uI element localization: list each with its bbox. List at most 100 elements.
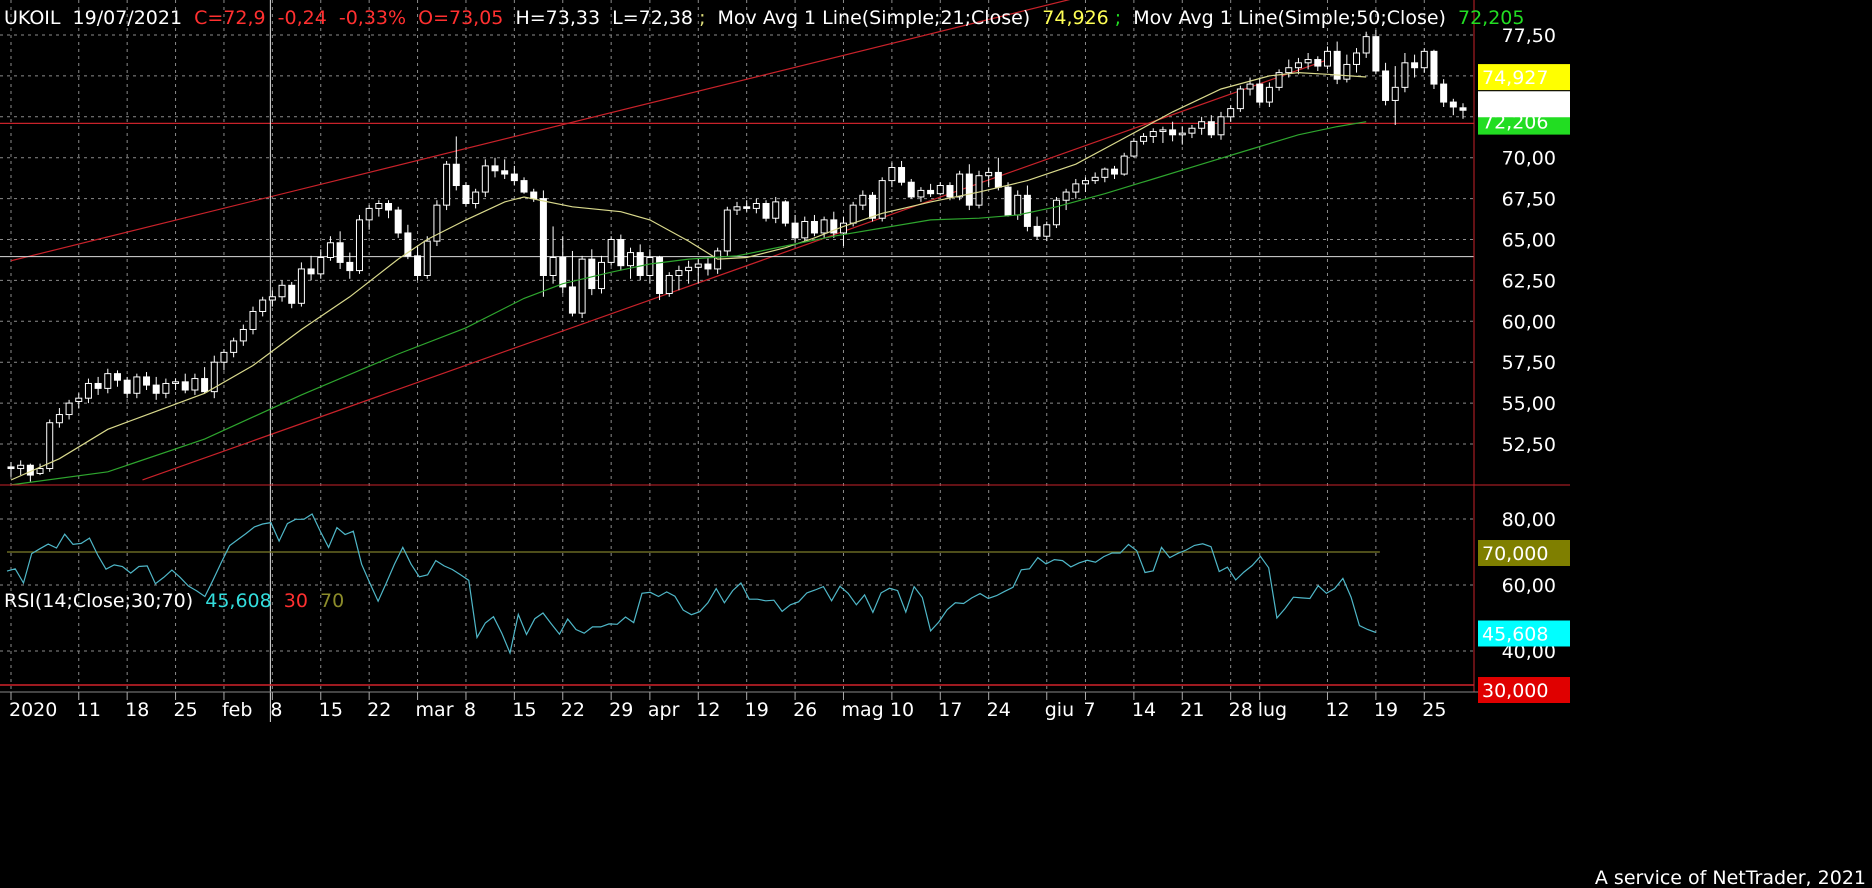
candle — [1294, 57, 1302, 75]
candle-body-down — [898, 167, 906, 183]
candle — [627, 247, 635, 279]
candle — [1401, 52, 1409, 93]
candle-body-down — [1314, 59, 1322, 67]
candle — [965, 164, 973, 211]
candle-body-up — [1159, 129, 1167, 133]
candle-body-up — [1401, 62, 1409, 88]
header-ma50-value: 72,205 — [1458, 7, 1524, 29]
candle-body-up — [355, 219, 363, 272]
header-ma21-value: 74,926 — [1042, 7, 1108, 29]
candle-body-up — [878, 180, 886, 219]
candle — [520, 177, 528, 194]
candle — [1420, 48, 1428, 73]
ma21-line — [10, 71, 1367, 481]
candle-body-up — [627, 252, 635, 267]
candle-body-up — [578, 258, 586, 314]
candle-body-down — [762, 203, 770, 219]
candle — [65, 399, 73, 420]
candle — [956, 170, 964, 201]
x-tick-label: 19 — [745, 699, 769, 721]
candle-body-up — [239, 328, 247, 342]
candle-body-down — [510, 173, 518, 182]
badge-ma21: 74,927 — [1478, 64, 1570, 91]
candle — [1323, 46, 1331, 70]
price-tick-label: 60,00 — [1502, 311, 1556, 333]
candle — [1304, 52, 1312, 70]
candle — [75, 393, 83, 409]
candle — [791, 214, 799, 243]
candle — [1149, 128, 1157, 143]
candle-body-down — [810, 221, 818, 234]
candle — [588, 249, 596, 296]
candle — [201, 367, 209, 394]
candle-body-up — [665, 274, 673, 294]
candle — [1285, 59, 1293, 78]
candle — [394, 206, 402, 238]
candle — [385, 200, 393, 219]
price-tick-label: 67,50 — [1502, 189, 1556, 211]
candle — [1275, 69, 1283, 91]
candle — [1004, 182, 1012, 217]
candle — [491, 157, 499, 178]
candle-body-down — [452, 163, 460, 187]
candle-body-up — [278, 284, 286, 298]
candle — [859, 190, 867, 211]
candle — [1081, 177, 1089, 193]
candle — [210, 355, 218, 399]
x-tick-label: 19 — [1374, 699, 1398, 721]
candle-body-up — [936, 185, 944, 195]
candle-body-down — [288, 284, 296, 304]
candle-body-down — [1459, 107, 1467, 111]
candle — [1314, 56, 1322, 71]
badge-last-bg — [1478, 91, 1570, 118]
candle-body-up — [210, 361, 218, 393]
x-tick-label: 22 — [561, 699, 585, 721]
candle — [1101, 167, 1109, 183]
candle-body-up — [162, 382, 170, 394]
candle-body-up — [259, 299, 267, 312]
overlay-lines — [6, 71, 1377, 656]
candle — [1159, 126, 1167, 143]
candle — [917, 187, 925, 202]
candle-body-up — [675, 270, 683, 276]
candle-body-down — [94, 382, 102, 389]
candle-body-up — [859, 194, 867, 206]
candle-body-down — [7, 466, 15, 470]
candle-body-up — [1091, 176, 1099, 182]
candle-body-up — [1101, 168, 1109, 178]
x-tick-label: 21 — [1180, 699, 1204, 721]
candle-body-up — [772, 201, 780, 219]
candle-body-up — [1265, 86, 1273, 103]
candle — [714, 247, 722, 274]
x-tick-label: 12 — [1325, 699, 1349, 721]
candle — [443, 160, 451, 211]
candle — [1130, 138, 1138, 158]
candle — [191, 373, 199, 395]
candle — [607, 236, 615, 266]
candle-body-down — [617, 239, 625, 267]
candle-body-up — [433, 204, 441, 242]
candle — [365, 205, 373, 230]
badge-ma21-text: 74,927 — [1482, 67, 1548, 89]
candle-body-up — [985, 171, 993, 177]
candle-body-up — [230, 340, 238, 353]
candle-body-down — [123, 379, 131, 394]
candle-body-up — [1391, 86, 1399, 101]
candle-body-up — [297, 268, 305, 304]
candle — [268, 290, 276, 307]
candle — [36, 463, 44, 476]
x-tick-label: 17 — [938, 699, 962, 721]
candle — [549, 226, 557, 284]
candle — [1227, 105, 1235, 122]
x-tick-label: 2020 — [9, 699, 57, 721]
candle — [230, 337, 238, 358]
candle-body-up — [1246, 83, 1254, 90]
header-low: L=72,38 — [612, 7, 693, 29]
candle — [1333, 41, 1341, 85]
candle — [1043, 221, 1051, 242]
x-tick-label: 22 — [367, 699, 391, 721]
candle-body-up — [1323, 50, 1331, 67]
